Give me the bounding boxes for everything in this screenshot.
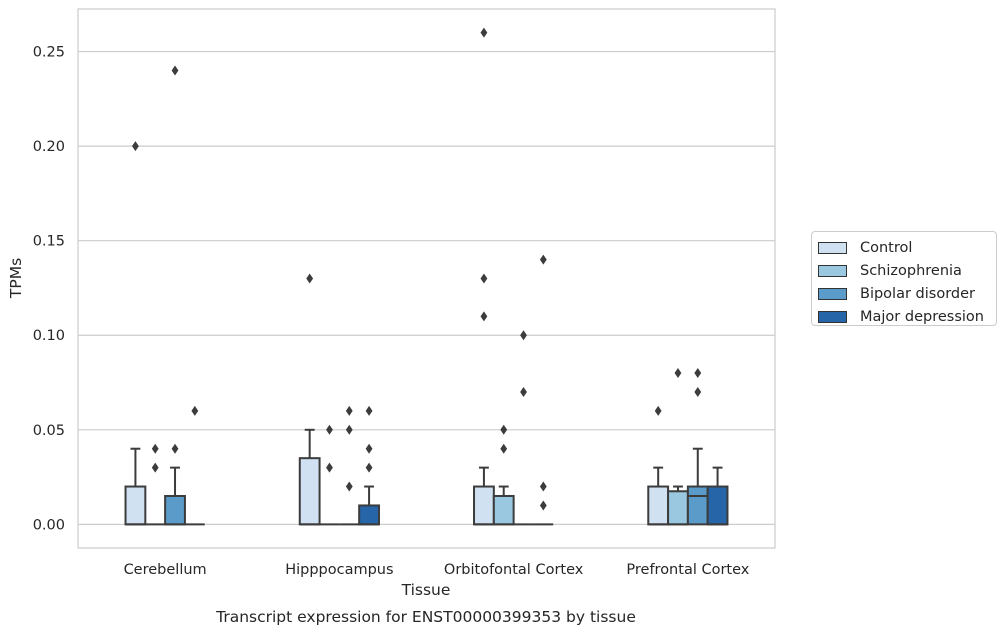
outlier-point [520,330,527,341]
outlier-point [151,443,159,454]
legend-item: Schizophrenia [818,259,996,282]
y-tick-labels: 0.00 0.05 0.10 0.15 0.20 0.25 [33,45,65,534]
box-group [667,368,689,526]
box-group [533,254,554,526]
box [667,490,689,526]
box-group [492,424,515,526]
legend-swatch [818,287,847,300]
box [358,504,380,526]
box-group [358,405,380,526]
outlier-point [365,443,373,454]
legend-swatch [818,264,847,277]
box-group [513,330,534,526]
legend-label: Major depression [860,308,984,325]
legend-swatch [818,241,847,254]
box [706,485,729,526]
y-tick-label: 0.05 [33,423,65,439]
box-group [473,27,495,526]
legend: Control Schizophrenia Bipolar disorder Majo… [811,231,997,326]
box [124,485,147,526]
outlier-point [480,27,488,38]
box-group [319,424,340,526]
outlier-point [171,443,179,454]
outlier-point [654,405,662,416]
outlier-point [365,405,373,416]
outlier-point [480,273,488,284]
outlier-point [480,311,488,322]
y-tick-label: 0.20 [33,139,65,155]
x-axis-label: Tissue [401,581,451,599]
outlier-point [132,141,139,152]
legend-swatch [818,310,847,323]
gridlines [78,50,775,525]
legend-item: Bipolar disorder [818,282,996,305]
outlier-point [191,405,199,416]
box [473,485,495,526]
box-group [686,368,709,526]
box [298,457,321,526]
outlier-point [306,273,314,284]
plot-marks [124,27,729,526]
outlier-point [345,405,353,416]
legend-label: Bipolar disorder [860,285,975,302]
outlier-point [171,65,179,76]
outlier-point [694,386,702,397]
outlier-point [694,368,702,379]
box-group [184,405,205,526]
outlier-point [326,462,333,473]
outlier-point [520,386,527,397]
outlier-point [539,481,547,492]
outlier-point [345,481,353,492]
x-tick-label: Cerebellum [124,562,207,578]
x-tick-labels: Cerebellum Hipppocampus Orbitofontal Corte… [124,562,750,578]
outlier-point [500,443,508,454]
y-tick-label: 0.00 [33,517,65,533]
box [492,494,515,526]
legend-item: Major depression [818,305,996,328]
legend-item: Control [818,236,996,259]
box-group [706,466,729,526]
box-group [145,443,166,526]
y-tick-label: 0.15 [33,234,65,250]
plot-frame [77,8,776,549]
x-tick-label: Prefrontal Cortex [626,562,749,578]
box-group [647,405,670,526]
box-group [164,65,186,526]
box [647,485,670,526]
x-tick-label: Hipppocampus [285,562,393,578]
outlier-point [539,500,547,511]
legend-label: Control [860,239,913,256]
outlier-point [326,424,333,435]
box [164,494,186,526]
box [686,485,709,526]
outlier-point [539,254,547,265]
y-tick-label: 0.10 [33,328,65,344]
outlier-point [500,424,508,435]
y-tick-label: 0.25 [33,45,65,61]
x-tick-label: Orbitofontal Cortex [444,562,584,578]
outlier-point [365,462,373,473]
box-group [298,273,321,526]
outlier-point [674,368,682,379]
outlier-point [151,462,159,473]
y-axis-label: TPMs [7,258,25,299]
chart-caption: Transcript expression for ENST0000039935… [215,608,636,626]
legend-label: Schizophrenia [860,262,962,279]
box-group [124,141,147,526]
outlier-point [345,424,353,435]
box-group [339,405,360,526]
